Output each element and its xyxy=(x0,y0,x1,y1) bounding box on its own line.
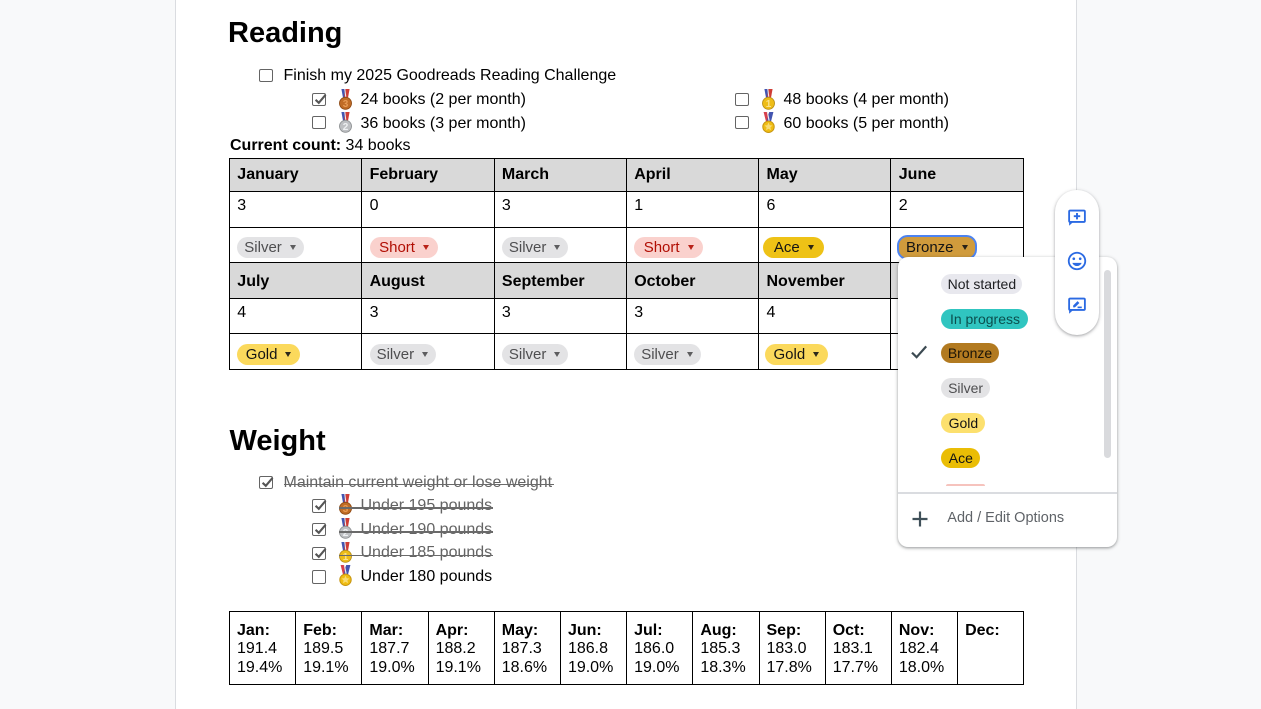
svg-text:2: 2 xyxy=(343,528,349,539)
svg-text:2: 2 xyxy=(343,122,349,133)
svg-text:1: 1 xyxy=(766,98,772,109)
svg-text:1: 1 xyxy=(343,551,349,562)
svg-text:3: 3 xyxy=(343,504,349,515)
svg-text:3: 3 xyxy=(343,98,349,109)
